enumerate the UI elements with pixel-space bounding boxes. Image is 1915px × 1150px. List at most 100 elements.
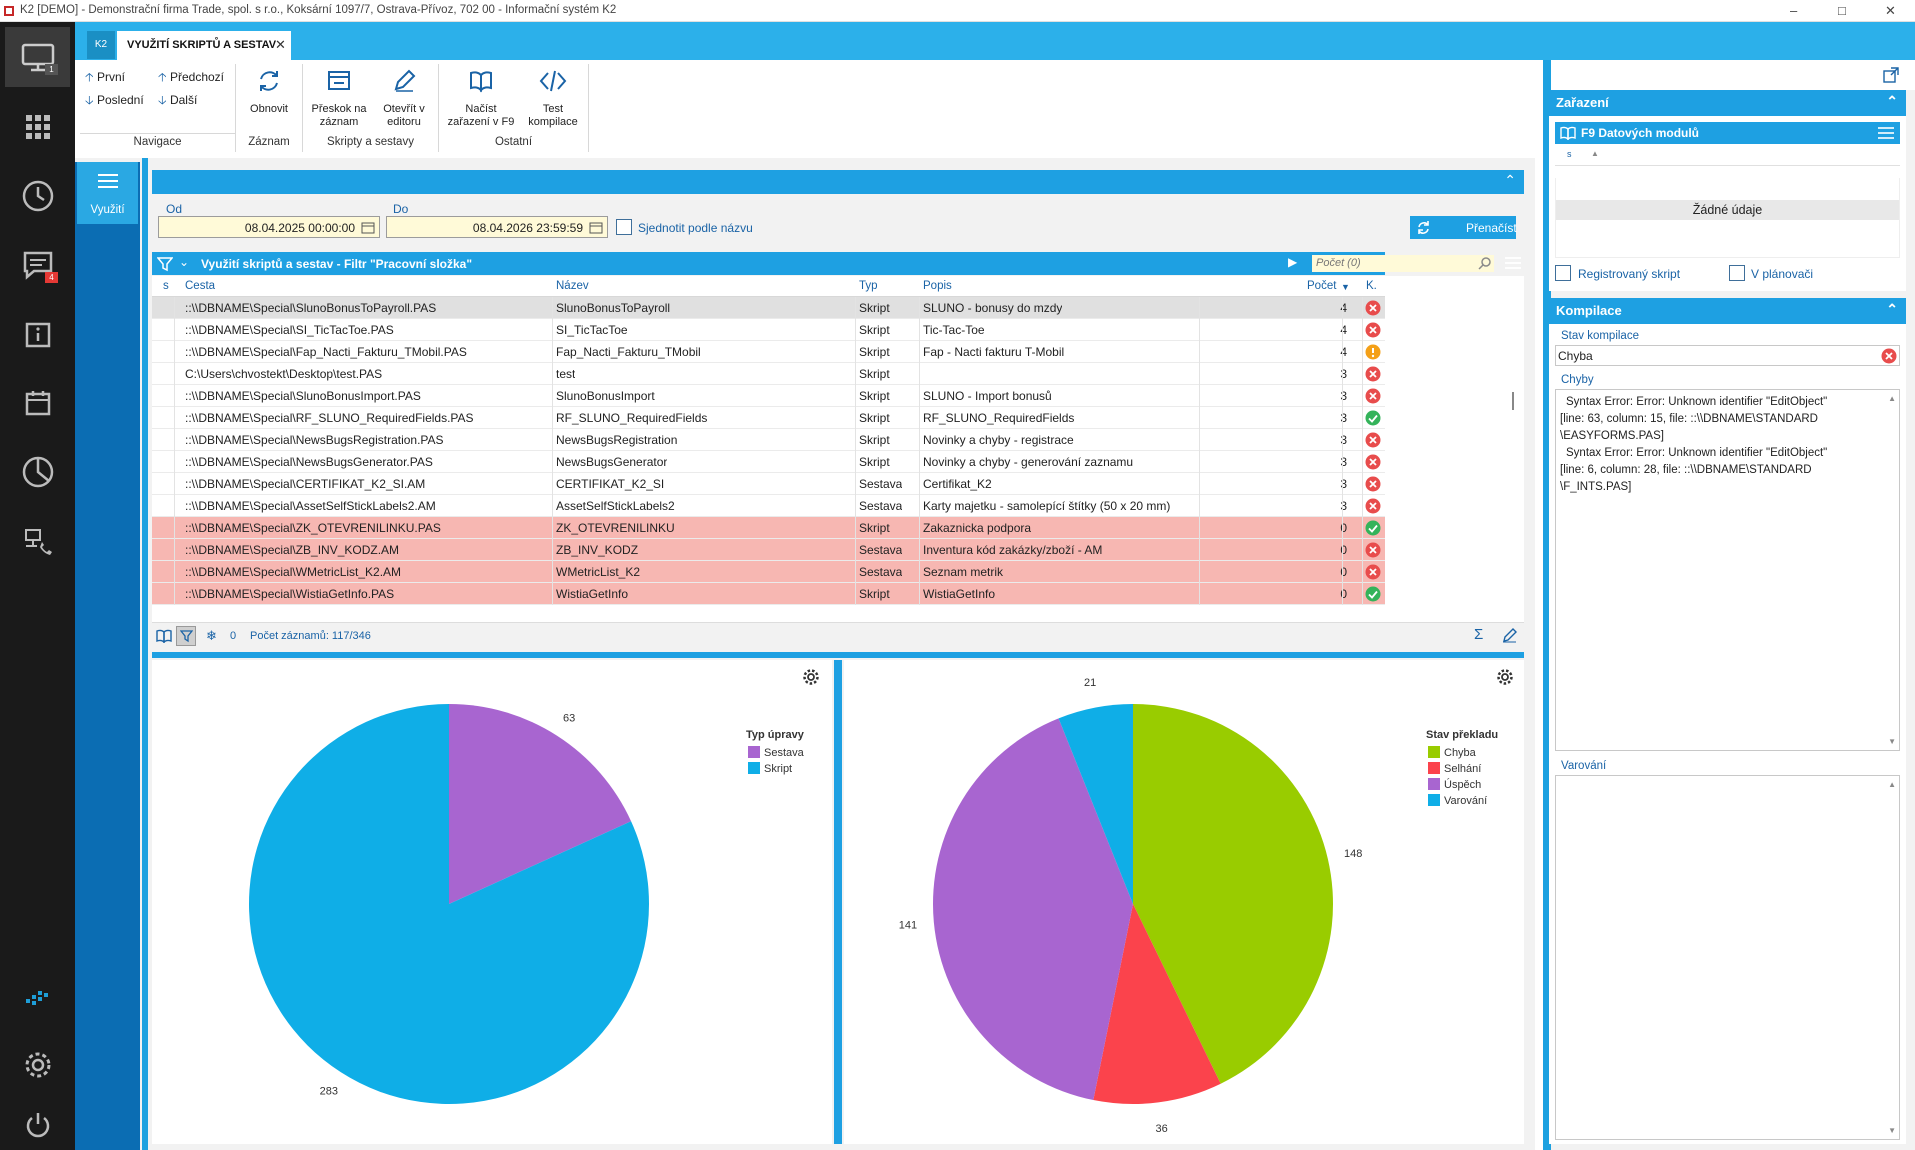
vertical-tab-vyuziti[interactable]: Využití xyxy=(77,162,138,224)
legend-item[interactable]: Varování xyxy=(1428,794,1487,807)
pie-slice-sestava[interactable] xyxy=(449,704,632,904)
pie-slice-selhání[interactable] xyxy=(1093,904,1221,1104)
legend-item[interactable]: Sestava xyxy=(748,746,804,759)
section-kompilace-header[interactable]: Kompilace ⌃ xyxy=(1549,298,1906,324)
sidebar-item-desktop[interactable]: 1 xyxy=(15,34,61,80)
od-date-field[interactable]: 08.04.2025 00:00:00 xyxy=(158,216,380,238)
table-row[interactable]: ::\\DBNAME\Special\NewsBugsGenerator.PAS… xyxy=(152,451,1385,473)
table-row[interactable]: ::\\DBNAME\Special\SlunoBonusImport.PAS S… xyxy=(152,385,1385,407)
table-row[interactable]: ::\\DBNAME\Special\NewsBugsRegistration.… xyxy=(152,429,1385,451)
sidebar-item-analytics[interactable] xyxy=(15,449,61,495)
snowflake-icon[interactable]: ❄ xyxy=(206,628,217,643)
menu-icon[interactable] xyxy=(1504,256,1522,271)
sidebar-item-calendar[interactable] xyxy=(15,380,61,426)
grid-search-input[interactable]: Počet (0) xyxy=(1312,255,1494,272)
sidebar-item-info[interactable] xyxy=(15,312,61,358)
collapse-chevron-icon[interactable]: ⌃ xyxy=(1886,301,1898,317)
calendar-icon[interactable] xyxy=(589,221,603,234)
first-button[interactable]: 🡡 První xyxy=(85,68,125,89)
table-row[interactable]: ::\\DBNAME\Special\Fap_Nacti_Fakturu_TMo… xyxy=(152,341,1385,363)
prev-button[interactable]: 🡡 Předchozí xyxy=(158,68,224,89)
sidebar-item-power[interactable] xyxy=(15,1102,61,1148)
pie-slice-skript[interactable] xyxy=(249,704,649,1104)
calendar-icon[interactable] xyxy=(361,221,375,234)
chyby-textarea[interactable]: Syntax Error: Error: Unknown identifier … xyxy=(1555,389,1900,751)
filter-toggle-button[interactable] xyxy=(176,626,196,646)
table-row[interactable]: ::\\DBNAME\Special\SI_TicTacToe.PAS SI_Ti… xyxy=(152,319,1385,341)
open-in-editor-button[interactable]: Otevřít v editoru xyxy=(374,68,434,129)
sidebar-item-settings[interactable] xyxy=(15,1042,61,1088)
scroll-down-icon[interactable]: ▼ xyxy=(1888,737,1896,746)
book-icon[interactable] xyxy=(156,629,172,643)
in-planner-checkbox[interactable] xyxy=(1729,265,1745,281)
editor-label-2: editoru xyxy=(387,116,421,128)
pie-slice-varování[interactable] xyxy=(1058,704,1133,904)
recount-button[interactable]: Přenačíst xyxy=(1410,216,1517,239)
last-button[interactable]: 🡣 Poslední xyxy=(85,91,144,112)
edit-icon[interactable] xyxy=(1502,628,1517,643)
scroll-up-icon[interactable]: ▲ xyxy=(1888,394,1896,403)
sidebar-item-network[interactable] xyxy=(15,519,61,565)
table-row[interactable]: ::\\DBNAME\Special\ZK_OTEVRENILINKU.PAS Z… xyxy=(152,517,1385,539)
section-zarazeni-header[interactable]: Zařazení ⌃ xyxy=(1549,90,1906,116)
filter-icon[interactable] xyxy=(157,256,173,272)
gear-icon[interactable] xyxy=(802,668,820,686)
tab-k2[interactable]: K2 xyxy=(87,31,115,59)
close-window-button[interactable]: ✕ xyxy=(1885,3,1896,18)
gear-icon[interactable] xyxy=(1496,668,1514,686)
table-row[interactable]: C:\Users\chvostekt\Desktop\test.PAS test S… xyxy=(152,363,1385,385)
table-row[interactable]: ::\\DBNAME\Special\RF_SLUNO_RequiredFiel… xyxy=(152,407,1385,429)
popout-icon[interactable] xyxy=(1883,67,1899,83)
table-row[interactable]: ::\\DBNAME\Special\AssetSelfStickLabels2… xyxy=(152,495,1385,517)
tab-close-icon[interactable]: ✕ xyxy=(275,37,286,52)
scroll-down-icon[interactable]: ▼ xyxy=(1888,1126,1896,1135)
maximize-button[interactable]: □ xyxy=(1838,3,1846,18)
collapse-chevron-icon[interactable]: ⌃ xyxy=(1886,93,1898,109)
minimize-button[interactable]: – xyxy=(1790,3,1798,18)
collapse-chevron-icon[interactable]: ⌃ xyxy=(1504,172,1516,188)
next-button[interactable]: 🡣 Další xyxy=(158,91,197,112)
skip-to-record-button[interactable]: Přeskok na záznam xyxy=(306,68,372,129)
col-header-nazev[interactable]: Název xyxy=(556,280,589,292)
table-row[interactable]: ::\\DBNAME\Special\WMetricList_K2.AM WMet… xyxy=(152,561,1385,583)
test-compile-button[interactable]: Test kompilace xyxy=(522,68,584,129)
pie-slice-úspěch[interactable] xyxy=(933,718,1133,1101)
ribbon-group-divider xyxy=(80,133,235,134)
do-date-field[interactable]: 08.04.2026 23:59:59 xyxy=(386,216,608,238)
table-row[interactable]: ::\\DBNAME\Special\SlunoBonusToPayroll.P… xyxy=(152,297,1385,319)
col-header-k[interactable]: K. xyxy=(1366,280,1377,292)
menu-icon[interactable] xyxy=(1877,126,1895,140)
legend-item[interactable]: Skript xyxy=(748,762,792,775)
legend-item[interactable]: Selhání xyxy=(1428,762,1481,775)
refresh-button[interactable]: Obnovit xyxy=(242,68,296,116)
chevron-down-icon[interactable]: ⌄ xyxy=(179,255,190,269)
legend-item[interactable]: Úspěch xyxy=(1428,778,1481,791)
sidebar-item-apps[interactable] xyxy=(15,104,61,150)
sum-icon[interactable]: Σ xyxy=(1474,626,1484,643)
sidebar-item-history[interactable] xyxy=(15,173,61,219)
chart-splitter[interactable] xyxy=(834,660,842,1144)
scroll-up-icon[interactable]: ▲ xyxy=(1888,780,1896,789)
cell-popis: SLUNO - bonusy do mzdy xyxy=(923,301,1063,315)
load-f9-button[interactable]: Načíst zařazení v F9 xyxy=(443,68,519,129)
col-header-cesta[interactable]: Cesta xyxy=(185,280,216,292)
col-header-popis[interactable]: Popis xyxy=(923,280,952,292)
table-row[interactable]: ::\\DBNAME\Special\CERTIFIKAT_K2_SI.AM CE… xyxy=(152,473,1385,495)
tab-active[interactable]: VYUŽITÍ SKRIPTŮ A SESTAV ✕ xyxy=(117,31,291,60)
grid-scrollbar[interactable] xyxy=(1512,392,1514,410)
table-row[interactable]: ::\\DBNAME\Special\WistiaGetInfo.PAS Wist… xyxy=(152,583,1385,605)
merge-by-name-checkbox[interactable] xyxy=(616,219,632,235)
play-icon[interactable]: ▶ xyxy=(1288,255,1298,269)
varovani-textarea[interactable]: ▲ ▼ xyxy=(1555,775,1900,1140)
registered-script-checkbox[interactable] xyxy=(1555,265,1571,281)
col-header-s[interactable]: s xyxy=(163,280,169,292)
pie-slice-chyba[interactable] xyxy=(1133,704,1333,1084)
table-row[interactable]: ::\\DBNAME\Special\ZB_INV_KODZ.AM ZB_INV_… xyxy=(152,539,1385,561)
cell-separator xyxy=(1199,539,1200,561)
sidebar-item-messages[interactable]: 4 xyxy=(15,242,61,288)
col-header-pocet[interactable]: Počet xyxy=(1307,280,1337,292)
refresh-label: Obnovit xyxy=(250,103,288,115)
splitter-bar[interactable] xyxy=(152,652,1524,658)
col-header-typ[interactable]: Typ xyxy=(859,280,878,292)
legend-item[interactable]: Chyba xyxy=(1428,746,1476,759)
